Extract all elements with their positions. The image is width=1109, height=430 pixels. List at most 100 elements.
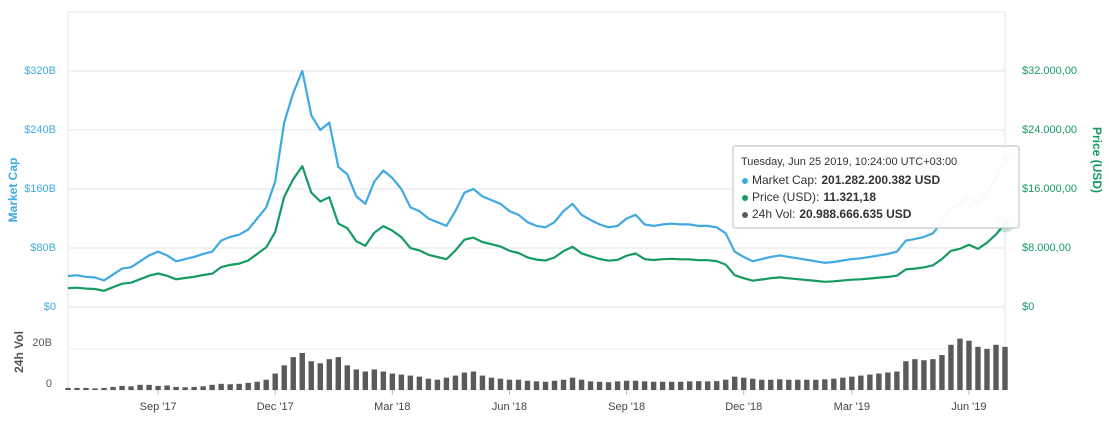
volume-bar [551, 380, 558, 390]
volume-bar [741, 377, 747, 390]
volume-bar [750, 378, 756, 390]
volume-bar [281, 365, 287, 390]
tooltip-row: Market Cap: 201.282.200.382 USD [752, 173, 940, 187]
y-tick-label: 20B [32, 337, 52, 349]
x-tick-label: Mar '19 [834, 401, 870, 413]
volume-bar [777, 379, 783, 390]
volume-bar [434, 379, 441, 390]
volume-bar [686, 381, 693, 390]
x-tick-label: Jun '18 [492, 401, 527, 413]
tooltip-label: Market Cap: [752, 173, 817, 187]
volume-bar [506, 379, 513, 390]
volume-bar [362, 371, 369, 390]
tooltip-label: 24h Vol: [752, 207, 795, 221]
volume-bar [236, 383, 242, 390]
volume-bar [209, 384, 215, 390]
volume-bar [416, 376, 423, 390]
tooltip-dot [742, 178, 748, 184]
x-tick-label: Sep '17 [140, 401, 177, 413]
tooltip-box [732, 145, 1020, 229]
volume-bar [146, 384, 152, 390]
volume-bar [1002, 346, 1008, 390]
volume-bar [398, 374, 405, 390]
volume-bar [272, 373, 278, 390]
volume-bar [641, 381, 648, 390]
volume-bar [308, 361, 314, 390]
volume-bar [461, 372, 468, 390]
volume-bar [353, 369, 360, 390]
x-tick-label: Dec '17 [257, 401, 294, 413]
volume-bar [524, 380, 531, 390]
volume-bar [786, 379, 792, 390]
volume-bar [101, 387, 107, 390]
volume-bar [867, 374, 873, 390]
volume-bar [380, 371, 387, 390]
y-tick-label: $160B [24, 183, 56, 195]
volume-bar [732, 376, 738, 390]
volume-bar [470, 371, 477, 390]
volume-bar [110, 386, 116, 390]
y2-tick-label: $32.000,00 [1022, 65, 1077, 77]
volume-bar [182, 387, 188, 390]
x-tick-label: Sep '18 [608, 401, 645, 413]
volume-bar [326, 359, 332, 390]
volume-bar [290, 357, 296, 390]
x-tick-label: Mar '18 [374, 401, 410, 413]
volume-bar [569, 377, 576, 390]
y-tick-label: $80B [30, 242, 56, 254]
volume-bar [722, 379, 729, 390]
volume-bar [885, 372, 891, 390]
series-line [67, 69, 1006, 282]
volume-bar [488, 377, 495, 390]
volume-bar [245, 382, 251, 390]
x-tick-label: Dec '18 [725, 401, 762, 413]
volume-bar [443, 377, 450, 390]
volume-bar [335, 357, 341, 390]
volume-bar [939, 355, 945, 390]
volume-bar [713, 381, 720, 390]
volume-bar [894, 371, 900, 390]
y-tick-label: $240B [24, 124, 56, 136]
tooltip-value: 20.988.666.635 USD [799, 207, 911, 221]
volume-bar [164, 385, 170, 390]
x-tick-label: Jun '19 [951, 401, 986, 413]
volume-bar [317, 363, 323, 390]
y2-tick-label: $0 [1022, 301, 1034, 313]
volume-bar [407, 375, 414, 390]
volume-bar [200, 386, 206, 390]
volume-bar [957, 338, 963, 390]
volume-bar [425, 378, 432, 390]
y-tick-label: $0 [44, 301, 56, 313]
volume-bar [858, 375, 864, 390]
volume-bar [452, 375, 459, 390]
volume-bar [795, 379, 801, 390]
tooltip-value: 201.282.200.382 USD [821, 173, 940, 187]
series-line [67, 165, 1006, 292]
volume-bar [759, 379, 765, 390]
volume-bar [92, 388, 98, 390]
volume-bar [768, 379, 774, 390]
volume-bar [389, 373, 396, 390]
tooltip-title: Tuesday, Jun 25 2019, 10:24:00 UTC+03:00 [741, 156, 957, 168]
volume-bar [344, 365, 351, 390]
volume-bar [65, 387, 71, 390]
y2-tick-label: $8.000,00 [1022, 242, 1071, 254]
volume-bar [173, 386, 179, 390]
volume-bar [614, 381, 621, 390]
volume-bar [128, 386, 134, 390]
y2-tick-label: $24.000,00 [1022, 124, 1077, 136]
volume-bar [984, 348, 990, 390]
y-tick-label: $320B [24, 65, 56, 77]
volume-bar [632, 380, 639, 390]
volume-bar [975, 346, 981, 390]
volume-bar [596, 381, 603, 390]
volume-bar [822, 379, 828, 390]
volume-bar [155, 385, 161, 390]
volume-bar [659, 381, 666, 390]
volume-bar [119, 385, 125, 390]
y2-axis-title: Price (USD) [1090, 127, 1104, 193]
tooltip-dot [742, 212, 748, 218]
volume-bar [704, 381, 711, 390]
volume-bar [74, 387, 80, 390]
volume-bar [912, 359, 918, 390]
